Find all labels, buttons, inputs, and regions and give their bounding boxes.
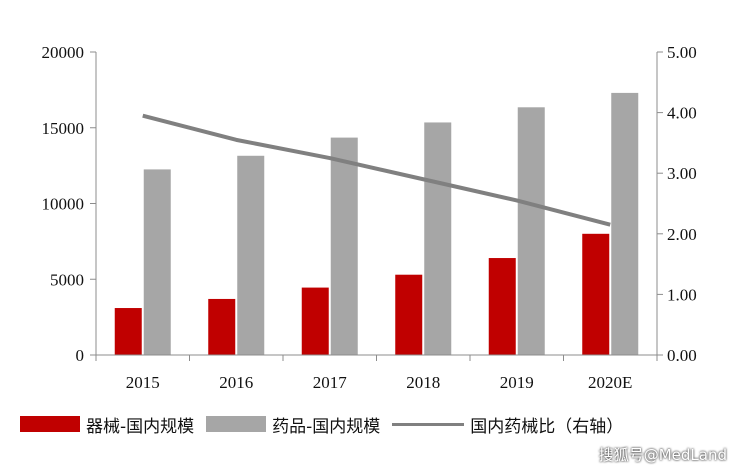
legend-swatch-ratio — [392, 422, 465, 426]
y-right-tick-label: 2.00 — [667, 225, 697, 244]
x-tick-label: 2019 — [500, 373, 534, 392]
y-left-tick-label: 5000 — [50, 270, 84, 289]
bar-drugs — [143, 169, 171, 355]
y-right-tick-label: 1.00 — [667, 285, 697, 304]
bar-devices — [488, 258, 516, 355]
bar-drugs — [611, 92, 639, 355]
y-left-tick-label: 15000 — [42, 119, 85, 138]
bar-drugs — [517, 107, 545, 355]
y-right-tick-label: 0.00 — [667, 346, 697, 365]
legend-item-ratio: 国内药械比（右轴） — [392, 412, 623, 437]
bar-devices — [114, 308, 142, 355]
legend-label-drugs: 药品-国内规模 — [272, 416, 381, 437]
legend-swatch-devices — [20, 416, 80, 432]
bar-drugs — [237, 155, 265, 355]
y-right-tick-label: 5.00 — [667, 43, 697, 62]
x-tick-label: 2015 — [126, 373, 160, 392]
legend-label-devices: 器械-国内规模 — [86, 416, 195, 437]
y-left-tick-label: 0 — [76, 346, 85, 365]
x-tick-label: 2018 — [406, 373, 440, 392]
bar-drugs — [424, 122, 452, 355]
plot-area: 0 5000 10000 15000 20000 0.00 1.00 2.00 3.00 4.00… — [42, 43, 697, 392]
y-left-tick-label: 10000 — [42, 195, 85, 214]
y-left-tick-label: 20000 — [42, 43, 85, 62]
line-ratio — [142, 113, 611, 227]
bar-devices — [395, 274, 423, 355]
y-right-tick-label: 3.00 — [667, 164, 697, 183]
bar-drugs — [330, 137, 358, 355]
legend-swatch-drugs — [206, 416, 267, 432]
legend-label-ratio: 国内药械比（右轴） — [470, 416, 624, 437]
legend-item-drugs: 药品-国内规模 — [206, 412, 380, 437]
x-tick-label: 2016 — [219, 373, 253, 392]
y-right-tick-label: 4.00 — [667, 104, 697, 123]
bar-devices — [582, 233, 610, 355]
bar-devices — [301, 287, 329, 355]
legend-item-devices: 器械-国内规模 — [20, 412, 194, 437]
x-tick-label: 2017 — [313, 373, 348, 392]
x-tick-label: 2020E — [588, 373, 632, 392]
legend: 器械-国内规模 药品-国内规模 国内药械比（右轴） — [20, 412, 720, 437]
watermark: 搜狐号@MedLand — [598, 446, 727, 464]
bar-devices — [208, 298, 236, 355]
